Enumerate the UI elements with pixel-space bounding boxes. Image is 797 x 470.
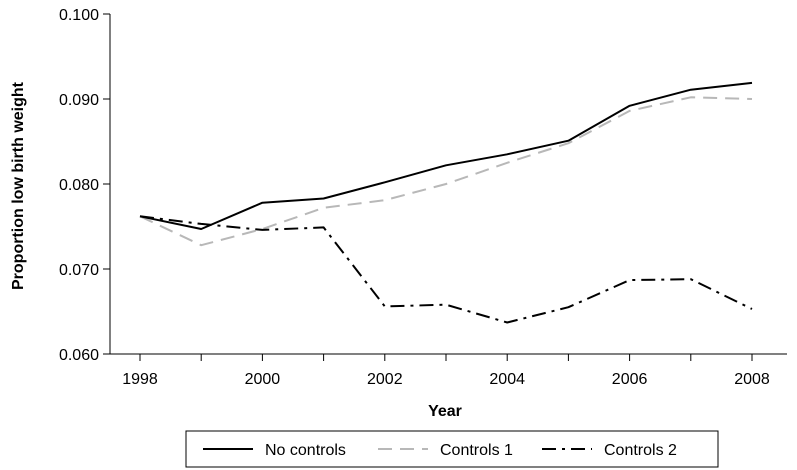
y-tick-label: 0.070 — [59, 262, 99, 279]
x-tick-label: 2006 — [612, 371, 648, 388]
y-tick-label: 0.080 — [59, 177, 99, 194]
series-line-controls-2 — [139, 215, 753, 324]
x-tick-label: 2002 — [367, 371, 403, 388]
legend-items: No controls Controls 1 Controls 2 — [203, 442, 677, 459]
legend-label: Controls 2 — [604, 442, 677, 459]
legend-box — [185, 430, 719, 468]
x-axis-title: Year — [428, 403, 462, 420]
y-tick-label: 0.100 — [59, 7, 99, 24]
series-line-no-controls — [139, 81, 753, 230]
legend: No controls Controls 1 Controls 2 — [185, 430, 719, 468]
x-tick-label: 2008 — [734, 371, 770, 388]
axes: 0.060 0.070 0.080 0.090 0.100 1998 2000 2002 200… — [59, 7, 787, 388]
y-axis-title: Proportion low birth weight — [10, 81, 27, 290]
series-line-controls-1 — [139, 96, 753, 247]
y-tick-label: 0.090 — [59, 92, 99, 109]
legend-label: No controls — [265, 442, 346, 459]
legend-label: Controls 1 — [440, 442, 513, 459]
x-tick-label: 1998 — [122, 371, 158, 388]
x-tick-label: 2004 — [489, 371, 525, 388]
x-tick-label: 2000 — [245, 371, 281, 388]
y-tick-label: 0.060 — [59, 347, 99, 364]
series-layer — [139, 81, 753, 324]
